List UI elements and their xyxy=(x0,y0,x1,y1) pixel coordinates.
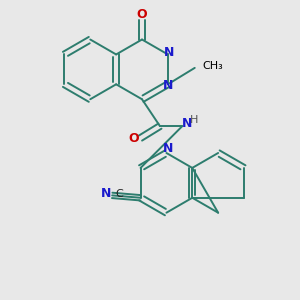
Text: O: O xyxy=(137,8,147,21)
Text: N: N xyxy=(100,188,111,200)
Text: H: H xyxy=(190,115,198,125)
Text: N: N xyxy=(163,142,173,155)
Text: N: N xyxy=(182,117,192,130)
Text: N: N xyxy=(163,79,173,92)
Text: N: N xyxy=(164,46,175,59)
Text: CH₃: CH₃ xyxy=(202,61,223,71)
Text: O: O xyxy=(129,132,139,145)
Text: C: C xyxy=(115,189,123,199)
